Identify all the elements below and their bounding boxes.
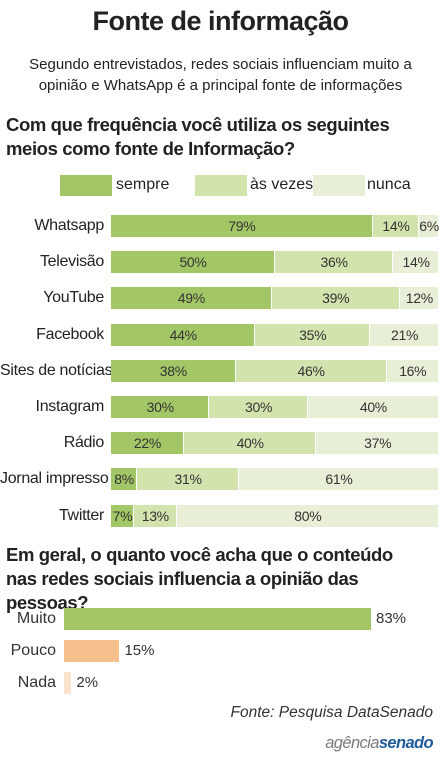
data-label: 30% [245, 399, 273, 415]
bar-segment [372, 215, 420, 237]
bar-segment [399, 287, 439, 309]
chart2-title: Em geral, o quanto você acha que o conte… [6, 544, 393, 613]
bar-segment [370, 324, 439, 346]
bar-segment [111, 324, 256, 346]
bar-segment [393, 251, 439, 273]
data-label: 49% [177, 290, 205, 306]
legend-label: nunca [367, 176, 411, 193]
bar-segment [316, 432, 439, 454]
bar [64, 608, 371, 630]
data-label: 79% [228, 218, 256, 234]
bar-segment [111, 432, 184, 454]
data-label: 40% [236, 435, 264, 451]
bar-segment [271, 287, 400, 309]
bar-segment [419, 215, 439, 237]
category-label: Nada [17, 674, 56, 691]
data-label: 14% [402, 254, 430, 270]
bar-segment [183, 432, 317, 454]
category-label: Whatsapp [34, 217, 104, 234]
data-label: 31% [174, 471, 202, 487]
data-label: 21% [390, 327, 419, 343]
bar-segment [111, 396, 210, 418]
category-label: Sites de notícias [0, 362, 113, 379]
data-label: 6% [419, 218, 439, 234]
data-label: 35% [299, 327, 327, 343]
legend-swatch [60, 175, 112, 196]
bar-segment [111, 251, 275, 273]
category-label: Jornal impresso [0, 470, 109, 487]
category-label: Facebook [36, 326, 104, 343]
data-label: 2% [76, 674, 99, 691]
brand-part2: senado [378, 734, 434, 752]
bar [64, 640, 120, 662]
legend-swatch [313, 175, 365, 196]
bar-segment [176, 505, 439, 527]
bar-segment [111, 287, 272, 309]
data-label: 16% [399, 363, 427, 379]
page-subtitle: Segundo entrevistados, redes sociais inf… [29, 56, 412, 94]
legend-label: às vezes [250, 176, 314, 193]
category-label: Twitter [58, 507, 104, 524]
category-label: Televisão [39, 253, 104, 270]
legend-label: sempre [116, 176, 170, 193]
data-label: 15% [124, 642, 155, 659]
data-label: 36% [320, 254, 348, 270]
bar-segment [133, 505, 177, 527]
category-label: Instagram [35, 398, 105, 415]
data-label: 80% [294, 508, 322, 524]
brand-part1: agência [325, 734, 379, 752]
legend-swatch [195, 175, 247, 196]
data-label: 14% [382, 218, 410, 234]
bar [64, 672, 72, 694]
data-label: 12% [405, 290, 433, 306]
data-label: 22% [133, 435, 161, 451]
data-label: 46% [297, 363, 325, 379]
data-label: 61% [325, 471, 353, 487]
data-label: 50% [179, 254, 207, 270]
bar-segment [111, 215, 373, 237]
category-label: YouTube [43, 289, 104, 306]
bar-segment [386, 360, 439, 382]
data-label: 38% [159, 363, 187, 379]
data-label: 39% [322, 290, 350, 306]
data-label: 7% [112, 508, 133, 524]
data-label: 44% [169, 327, 197, 343]
category-label: Pouco [10, 642, 56, 659]
bar-segment [111, 505, 134, 527]
bar-segment [209, 396, 308, 418]
bar-segment [238, 468, 439, 490]
data-label: 83% [376, 610, 407, 627]
category-label: Muito [16, 610, 56, 627]
bar-segment [235, 360, 387, 382]
source-note: Fonte: Pesquisa DataSenado [230, 704, 434, 721]
data-label: 37% [364, 435, 392, 451]
bar-segment [307, 396, 439, 418]
bar-segment [111, 360, 236, 382]
bar-segment [275, 251, 394, 273]
brand-logo: agênciasenado [325, 734, 433, 753]
chart1-title: Com que frequência você utiliza os segui… [6, 114, 390, 159]
bar-segment [255, 324, 371, 346]
data-label: 13% [141, 508, 169, 524]
category-label: Rádio [63, 434, 105, 451]
page-title: Fonte de informação [92, 6, 349, 36]
bar-segment [111, 468, 138, 490]
data-label: 40% [359, 399, 387, 415]
data-label: 30% [146, 399, 174, 415]
bar-segment [137, 468, 239, 490]
data-label: 8% [114, 471, 134, 487]
